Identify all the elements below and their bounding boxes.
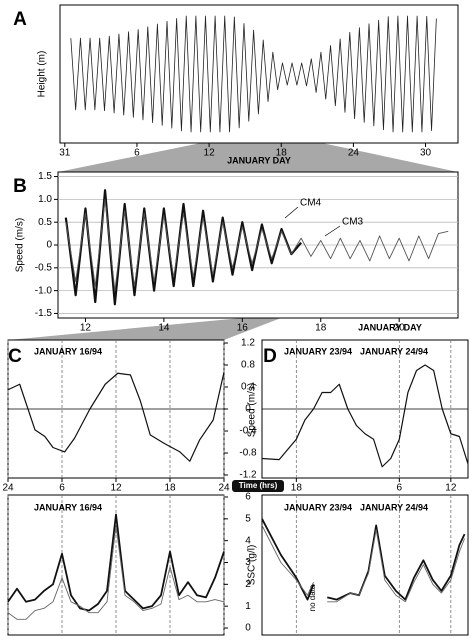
y-tick-label: -1.5	[35, 308, 53, 319]
y-tick-label: 0.8	[241, 360, 255, 371]
x-tick-label: 24	[348, 148, 360, 159]
panel-title: JANUARY 24/94	[360, 502, 428, 512]
y-tick-label: -1.0	[35, 285, 53, 296]
zoom-wedge	[58, 143, 458, 172]
annotation: no data	[308, 584, 317, 611]
x-tick-label: 16	[237, 323, 249, 334]
y-axis-label: Speed (m/s)	[15, 218, 26, 272]
series-line	[261, 364, 469, 468]
panel-title: JANUARY 16/94	[34, 346, 102, 356]
y-tick-label: 0.4	[241, 382, 255, 393]
y-tick-label: 4	[245, 535, 251, 546]
x-tick-label: 12	[110, 483, 122, 494]
panel-title: JANUARY 23/94	[284, 346, 352, 356]
y-tick-label: 1.5	[38, 171, 52, 182]
x-tick-label: 24	[218, 483, 230, 494]
label-leader	[324, 225, 341, 237]
y-tick-label: 0	[245, 623, 251, 634]
y-axis-label: Speed (m/s)	[247, 383, 258, 437]
x-tick-label: 12	[204, 148, 216, 159]
x-tick-label: 6	[397, 483, 403, 494]
series-label: CM3	[342, 217, 364, 228]
plot-frame	[261, 494, 469, 636]
x-tick-label: 18	[164, 483, 176, 494]
series-line	[64, 189, 302, 306]
y-tick-label: 0	[245, 404, 251, 415]
zoom-wedge	[8, 318, 281, 340]
y-tick-label: -0.4	[239, 426, 257, 437]
y-tick-label: 2	[245, 579, 251, 590]
x-tick-label: 12	[80, 323, 92, 334]
y-tick-label: 3	[245, 557, 251, 568]
y-axis-label: Height (m)	[37, 51, 48, 98]
x-tick-label: 24	[2, 483, 14, 494]
x-tick-label: 30	[420, 148, 432, 159]
x-tick-label: 14	[158, 323, 170, 334]
label-leader	[284, 206, 299, 219]
y-tick-label: 0.5	[38, 217, 52, 228]
panel-letter: D	[263, 346, 277, 367]
y-tick-label: 1	[245, 601, 251, 612]
x-axis-label: Time (hrs)	[239, 481, 278, 490]
panel-letter: B	[13, 176, 27, 197]
series-line	[261, 525, 465, 603]
x-tick-label: 12	[445, 483, 457, 494]
x-tick-label: 18	[276, 148, 288, 159]
axis-label-box	[232, 480, 284, 492]
panel-title: JANUARY 24/94	[360, 346, 428, 356]
y-tick-label: -1.2	[239, 470, 257, 481]
x-tick-label: 6	[59, 483, 65, 494]
panel-title: JANUARY 23/94	[284, 502, 352, 512]
y-tick-label: -0.5	[35, 262, 53, 273]
series-line	[7, 513, 225, 612]
y-tick-label: -0.8	[239, 448, 257, 459]
x-tick-label: 20	[394, 323, 406, 334]
y-tick-label: 1.0	[38, 194, 52, 205]
y-axis-label: SSC (g/l)	[247, 545, 258, 586]
y-tick-label: 5	[245, 513, 251, 524]
series-line	[70, 15, 437, 133]
x-tick-label: 6	[134, 148, 140, 159]
x-tick-label: 31	[59, 148, 71, 159]
series-line	[7, 524, 225, 620]
y-tick-label: 1.2	[241, 338, 255, 349]
series-line	[65, 198, 449, 292]
x-axis-label: JANUARY DAY	[358, 322, 422, 332]
x-tick-label: 18	[291, 483, 303, 494]
y-tick-label: 0	[46, 240, 52, 251]
panel-title: JANUARY 16/94	[34, 502, 102, 512]
series-line	[7, 372, 225, 462]
y-tick-label: 6	[245, 492, 251, 503]
x-axis-label: JANUARY DAY	[227, 155, 291, 165]
series-label: CM4	[300, 198, 322, 209]
x-tick-label: 18	[315, 323, 327, 334]
panel-letter: A	[13, 9, 27, 30]
panel-letter: C	[8, 346, 22, 367]
